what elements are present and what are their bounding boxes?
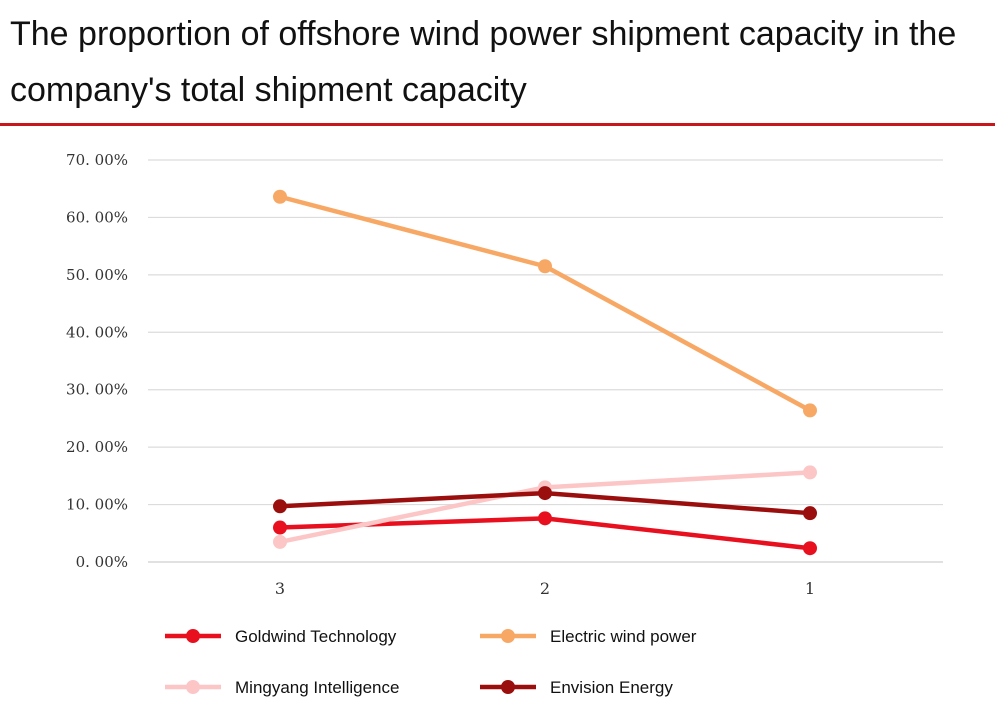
x-axis-ticks: 3 2 1 [275, 579, 815, 598]
x-tick-label: 3 [275, 579, 285, 598]
legend-label: Electric wind power [550, 627, 697, 646]
y-tick-label: 0. 00% [76, 553, 128, 571]
gridlines [148, 159, 943, 563]
y-tick-label: 10. 00% [66, 496, 128, 514]
data-point [273, 534, 287, 549]
legend: Goldwind Technology Electric wind power Mi… [165, 627, 697, 697]
legend-label: Envision Energy [550, 678, 673, 697]
data-point [803, 403, 817, 418]
series-goldwind-technology [273, 511, 817, 556]
data-point [273, 189, 287, 204]
data-point [538, 259, 552, 274]
x-tick-label: 2 [540, 579, 550, 598]
y-tick-label: 50. 00% [66, 266, 128, 284]
data-point [538, 511, 552, 526]
series-group [273, 189, 817, 556]
y-tick-label: 40. 00% [66, 323, 128, 341]
y-tick-label: 30. 00% [66, 381, 128, 399]
data-point [538, 486, 552, 501]
legend-item: Electric wind power [480, 627, 697, 646]
x-tick-label: 1 [805, 579, 815, 598]
data-point [803, 506, 817, 521]
title-divider [0, 123, 995, 126]
legend-swatch-marker [186, 629, 200, 643]
series-envision-energy [273, 486, 817, 521]
legend-item: Goldwind Technology [165, 627, 397, 646]
y-tick-label: 60. 00% [66, 208, 128, 226]
legend-item: Envision Energy [480, 678, 673, 697]
legend-swatch-marker [501, 680, 515, 694]
y-tick-label: 70. 00% [66, 151, 128, 169]
legend-label: Mingyang Intelligence [235, 678, 399, 697]
data-point [803, 465, 817, 480]
data-point [803, 541, 817, 556]
legend-swatch-marker [186, 680, 200, 694]
legend-label: Goldwind Technology [235, 627, 397, 646]
y-tick-label: 20. 00% [66, 438, 128, 456]
legend-item: Mingyang Intelligence [165, 678, 399, 697]
series-electric-wind-power [273, 189, 817, 418]
series-line [277, 194, 813, 413]
data-point [273, 520, 287, 535]
y-axis-ticks: 0. 00% 10. 00% 20. 00% 30. 00% 40. 00% 50. 00… [66, 151, 128, 571]
chart-title: The proportion of offshore wind power sh… [10, 15, 957, 109]
data-point [273, 499, 287, 514]
legend-swatch-marker [501, 629, 515, 643]
